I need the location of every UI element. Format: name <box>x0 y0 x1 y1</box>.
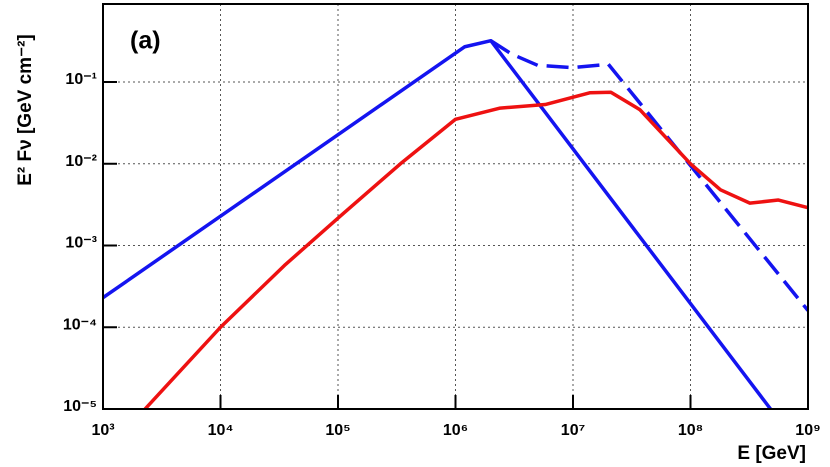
x-tick-label: 10⁷ <box>561 422 585 439</box>
x-axis-label: E [GeV] <box>737 443 806 464</box>
x-tick-label: 10⁴ <box>208 422 234 439</box>
series-line <box>143 90 808 409</box>
y-axis-label: E² Fν [GeV cm⁻²] <box>15 34 36 186</box>
grid <box>102 4 809 410</box>
y-tick-label: 10⁻⁴ <box>63 316 97 333</box>
y-tick-label: 10⁻³ <box>65 235 97 252</box>
panel-label: (a) <box>130 27 161 55</box>
x-tick-label: 10³ <box>91 422 114 439</box>
x-tick-label: 10⁵ <box>325 422 350 439</box>
y-tick-label: 10⁻¹ <box>65 71 97 88</box>
axes: 10³ 10⁴ 10⁵ 10⁶ 10⁷ 10⁸ 10⁹ 10⁻⁵ 10⁻⁴ 10⁻³ 10⁻² 10⁻… <box>63 71 821 439</box>
x-tick-label: 10⁶ <box>443 422 468 439</box>
series-line <box>103 38 772 409</box>
x-tick-label: 10⁹ <box>795 422 820 439</box>
x-tick-label: 10⁸ <box>678 422 703 439</box>
series-line <box>489 39 808 312</box>
y-tick-label: 10⁻⁵ <box>63 398 97 415</box>
y-tick-label: 10⁻² <box>65 153 97 170</box>
lines <box>103 38 808 409</box>
